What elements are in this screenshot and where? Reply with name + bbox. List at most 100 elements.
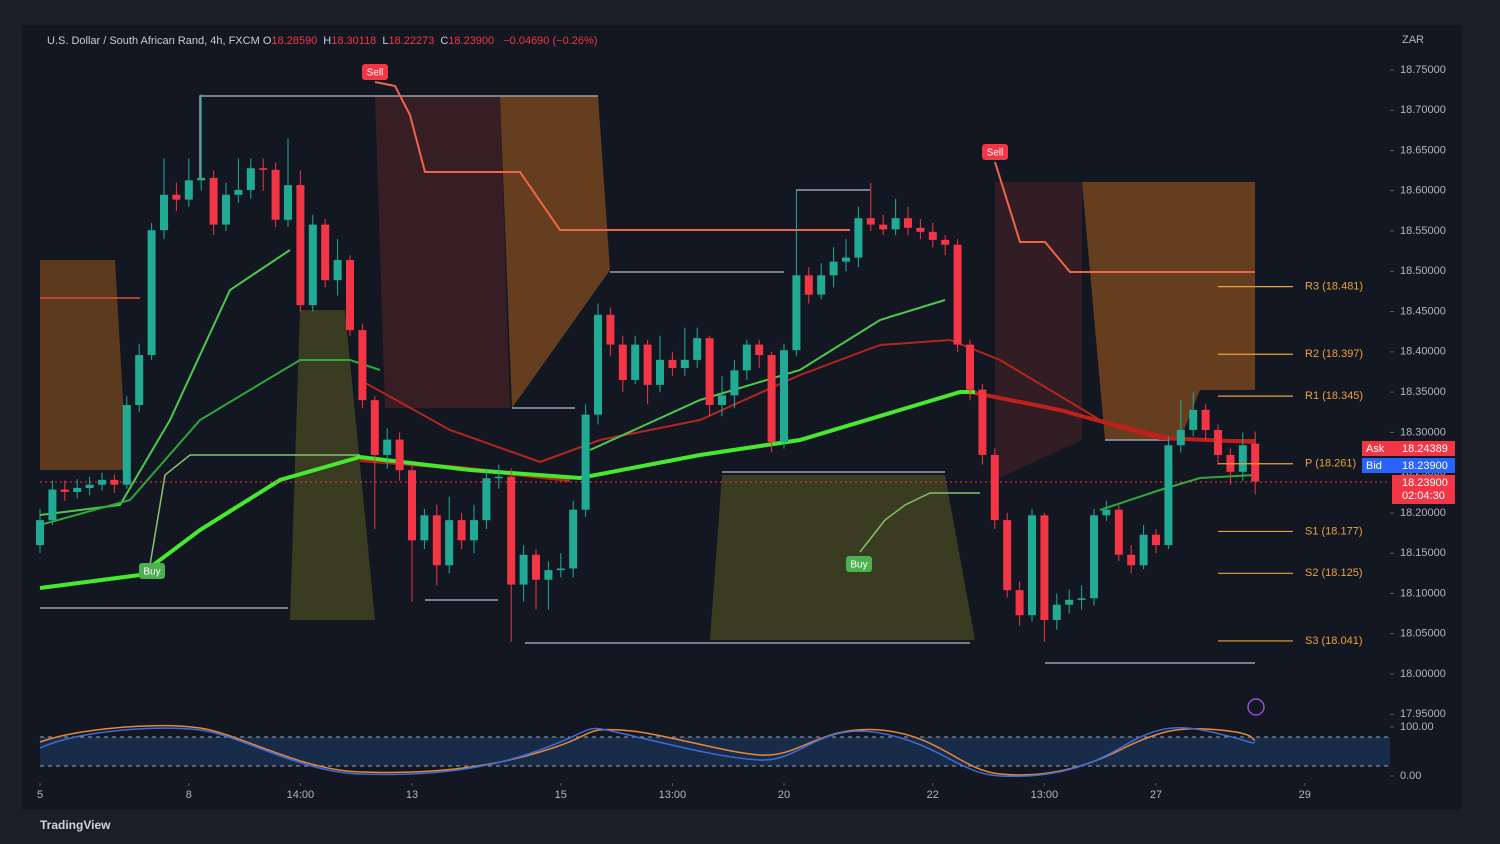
candle-body — [246, 168, 255, 190]
candle-body — [891, 218, 900, 230]
candle-body — [296, 185, 305, 306]
pivot-label: R3 (18.481) — [1305, 281, 1363, 293]
y-tick-label: 18.60000 — [1400, 185, 1446, 197]
candle-body — [85, 484, 94, 488]
pivot-label: R2 (18.397) — [1305, 348, 1363, 360]
change: −0.04690 (−0.26%) — [503, 35, 598, 47]
candle-body — [60, 489, 69, 492]
candle-body — [98, 479, 106, 485]
signal-label: Buy — [850, 560, 867, 571]
zone — [375, 96, 510, 408]
candle-body — [581, 414, 590, 510]
oscillator-tick-label: 100.00 — [1400, 721, 1434, 733]
candle-body — [234, 189, 243, 195]
zone — [1082, 182, 1255, 440]
ohlc-value: 18.30118 — [331, 35, 377, 47]
candle-body — [594, 314, 602, 415]
oscillator-tick-label: 0.00 — [1400, 770, 1421, 782]
candle-body — [618, 344, 627, 381]
candle-body — [1139, 534, 1148, 566]
candle-body — [284, 185, 292, 220]
candle-body — [1189, 409, 1198, 430]
candle-body — [1003, 520, 1012, 591]
pivot-label: S1 (18.177) — [1305, 525, 1362, 537]
candle-body — [569, 509, 578, 569]
candle-body — [271, 169, 280, 220]
candle-body — [432, 515, 441, 566]
ohlc-value: 18.22273 — [388, 35, 435, 47]
candle-body — [519, 554, 528, 585]
candle-body — [1201, 409, 1210, 430]
candle-body — [383, 439, 392, 455]
candle-body — [346, 260, 354, 331]
candle-body — [1164, 445, 1173, 546]
pivot-label: R1 (18.345) — [1305, 390, 1363, 402]
candle-body — [184, 180, 193, 200]
pivot-label: P (18.261) — [1305, 458, 1356, 470]
candle-body — [358, 330, 367, 401]
candle-body — [916, 227, 925, 232]
indicator-overlays — [39, 81, 1390, 778]
supertrend — [994, 161, 1255, 273]
candle-body — [197, 177, 206, 181]
ohlc-values: O18.28590 H18.30118 L18.22273 C18.23900 — [263, 35, 500, 47]
candle-body — [147, 230, 156, 356]
candle-body — [494, 476, 503, 479]
signal-badge — [982, 144, 1008, 160]
candle-body — [556, 568, 565, 571]
candle-body — [854, 218, 863, 258]
candle-body — [1127, 554, 1136, 566]
y-tick-label: 18.45000 — [1400, 305, 1446, 317]
candle-body — [1114, 509, 1123, 555]
footer-logo[interactable]: TradingView — [40, 818, 111, 832]
candle-body — [755, 344, 764, 356]
x-tick-label: 13:00 — [659, 789, 687, 801]
candle-body — [333, 260, 342, 281]
candle-body — [631, 344, 640, 381]
candle-body — [656, 359, 664, 385]
y-tick-label: 18.65000 — [1400, 144, 1446, 156]
candle-body — [730, 370, 739, 396]
signal-badge — [362, 64, 388, 80]
alert-icon[interactable] — [1247, 698, 1265, 716]
moving-average — [39, 359, 381, 526]
candle-body — [1090, 515, 1098, 599]
candle-body — [742, 344, 751, 371]
candle-body — [829, 261, 838, 276]
chart-background — [22, 25, 1462, 810]
oscillator-line — [39, 726, 1256, 778]
candle-body — [928, 231, 937, 240]
candle-body — [792, 275, 801, 351]
bid-price: 18.23900 — [1402, 460, 1448, 472]
candle-body — [1251, 443, 1260, 482]
y-tick-label: 18.75000 — [1400, 64, 1446, 76]
y-tick-label: 18.15000 — [1400, 547, 1446, 559]
candle-body — [1152, 534, 1160, 546]
y-tick-label: 18.00000 — [1400, 668, 1446, 680]
candle-body — [470, 520, 478, 541]
moving-average — [39, 249, 291, 516]
candle-body — [135, 355, 144, 405]
candle-body — [804, 275, 813, 295]
pivot-label: S2 (18.125) — [1305, 567, 1362, 579]
x-tick-label: 22 — [927, 789, 939, 801]
candle-body — [904, 218, 912, 228]
signal-label: Sell — [367, 68, 384, 79]
last-price-tag — [1392, 475, 1455, 504]
candle-body — [1238, 445, 1247, 472]
candle-body — [866, 218, 875, 225]
ask-tag — [1362, 441, 1455, 456]
ohlc-value: 18.28590 — [271, 35, 318, 47]
candle-body — [606, 314, 615, 345]
y-tick-label: 18.50000 — [1400, 265, 1446, 277]
candle-body — [507, 476, 516, 585]
candle-body — [308, 224, 317, 306]
y-tick-label: 18.10000 — [1400, 587, 1446, 599]
candle-body — [643, 344, 652, 385]
signal-badge — [846, 556, 872, 572]
candle-body — [1077, 598, 1086, 600]
candle-body — [172, 194, 181, 200]
range-box — [199, 95, 598, 180]
